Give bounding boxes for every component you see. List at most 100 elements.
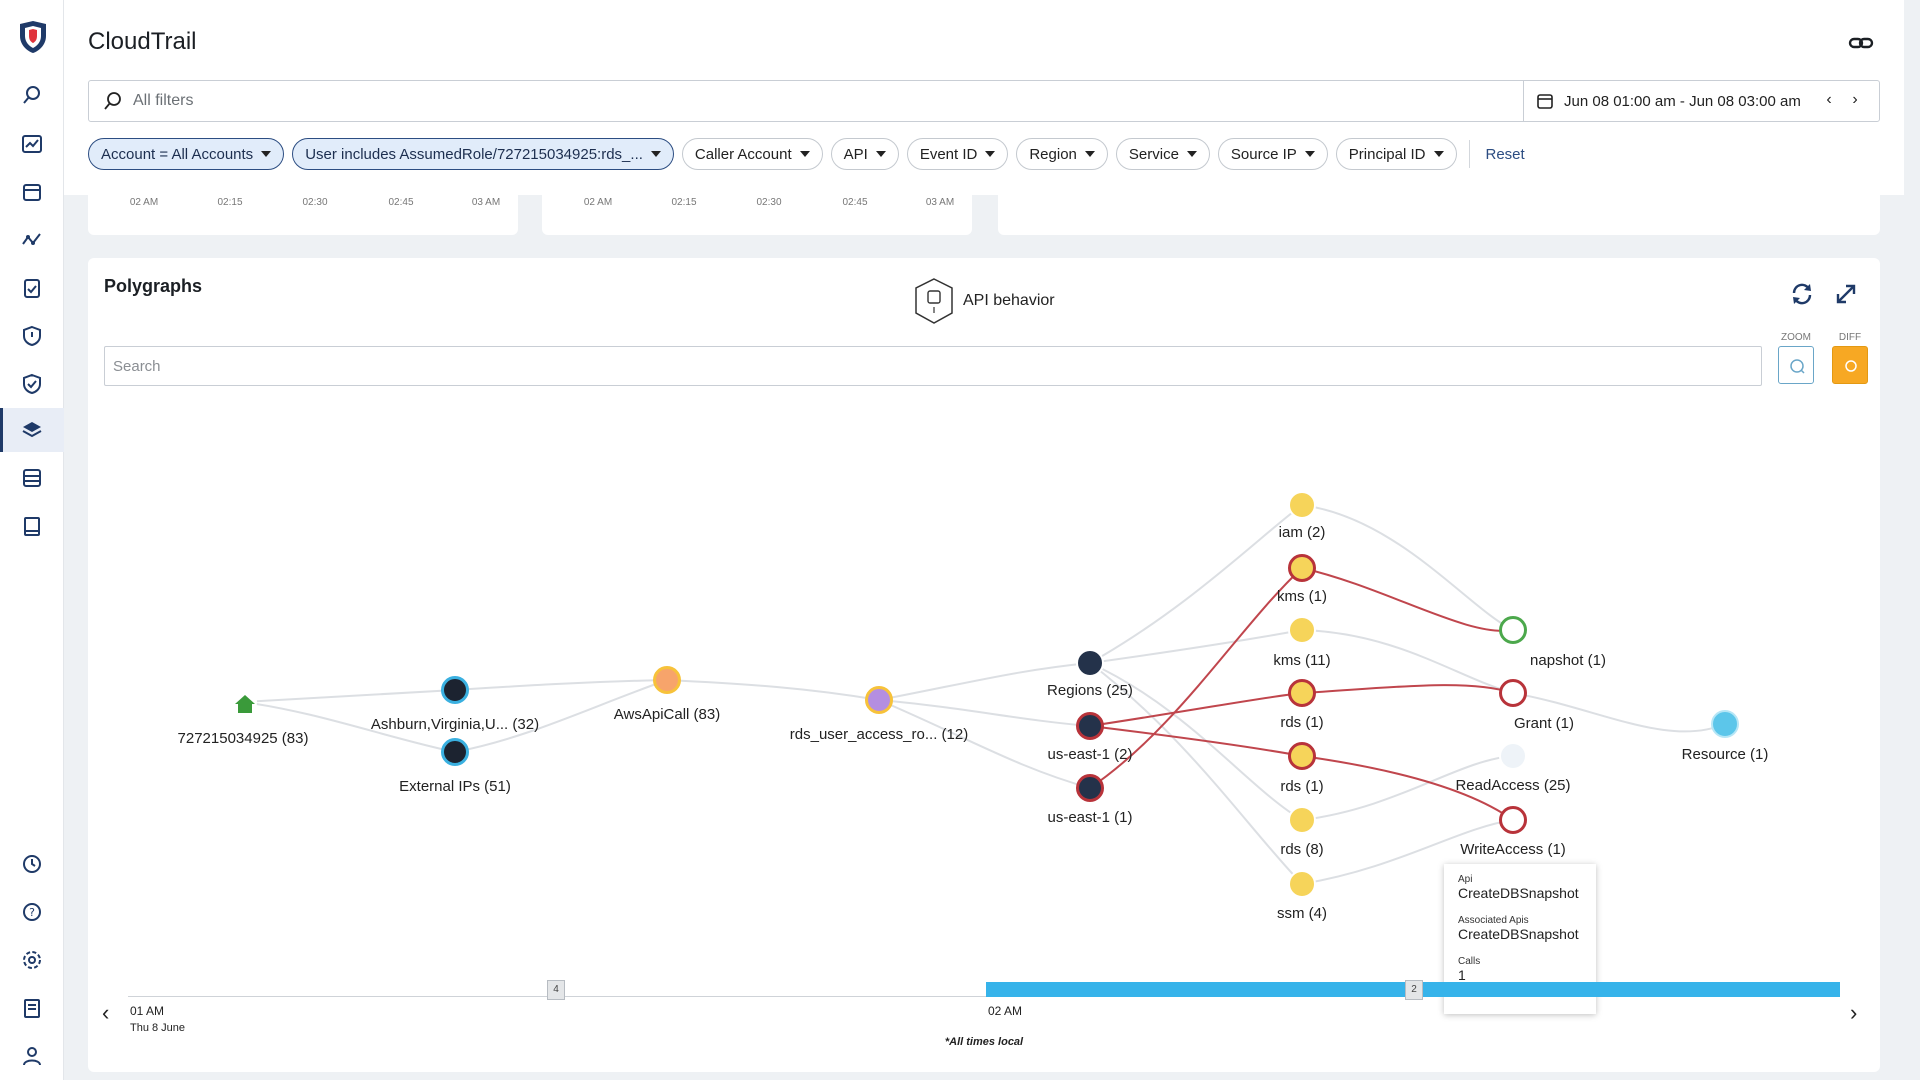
gear-icon (23, 951, 41, 969)
service-node-icon[interactable] (1288, 870, 1316, 898)
api-node-icon[interactable] (1499, 742, 1527, 770)
rail-help[interactable]: ? (0, 890, 64, 934)
service-alert-node-icon[interactable] (1288, 742, 1316, 770)
mini-chart-2: 02 AM 02:15 02:30 02:45 03 AM (542, 195, 972, 235)
rail-calendar[interactable] (0, 170, 64, 214)
search-icon (104, 92, 121, 110)
node-label: kms (11) (1273, 652, 1331, 669)
rail-polygraphs[interactable] (0, 408, 64, 452)
chip-user[interactable]: User includes AssumedRole/727215034925:r… (292, 138, 674, 170)
tooltip-api-value: CreateDBSnapshot (1458, 885, 1579, 901)
mini-chart-1: 02 AM 02:15 02:30 02:45 03 AM (88, 195, 518, 235)
service-node-icon[interactable] (1288, 491, 1316, 519)
tick-label: 02:15 (217, 197, 243, 208)
node-label: rds_user_access_ro... (12) (789, 726, 969, 743)
rail-dashboard[interactable] (0, 122, 64, 166)
polygraph-graph: 727215034925 (83) Ashburn,Virginia,U... … (88, 408, 1880, 1058)
rail-docs[interactable] (0, 504, 64, 548)
chip-api[interactable]: API (830, 138, 899, 170)
ip-node-icon[interactable] (441, 738, 469, 766)
home-node-icon[interactable] (229, 688, 257, 716)
node-label: ReadAccess (25) (1455, 777, 1571, 794)
chip-account[interactable]: Account = All Accounts (88, 138, 285, 170)
rail-data[interactable] (0, 456, 64, 500)
node-label: rds (8) (1280, 841, 1324, 858)
service-alert-node-icon[interactable] (1288, 679, 1316, 707)
node-label: rds (1) (1280, 778, 1324, 795)
chip-caller-account[interactable]: Caller Account (681, 138, 823, 170)
ip-node-icon[interactable] (441, 676, 469, 704)
timeline-axis (128, 996, 1840, 997)
chip-event-id[interactable]: Event ID (906, 138, 1009, 170)
chevron-left-icon[interactable]: ‹ (1826, 91, 1832, 108)
user-node-icon[interactable] (865, 686, 893, 714)
tick-label: 02:15 (671, 197, 697, 208)
service-node-icon[interactable] (1288, 806, 1316, 834)
rail-compliance[interactable] (0, 266, 64, 310)
node-label: us-east-1 (2) (1047, 746, 1133, 763)
node-label: Regions (25) (1047, 682, 1133, 699)
polygraph-card: Polygraphs API behavior ZOOM DIFF (88, 258, 1880, 1072)
node-label: rds (1) (1280, 714, 1324, 731)
api-selected-node-icon[interactable] (1499, 616, 1527, 644)
chevron-right-icon[interactable]: › (1852, 91, 1858, 108)
date-range-picker[interactable]: Jun 08 01:00 am - Jun 08 03:00 am ‹ › (1523, 81, 1879, 121)
chip-source-ip[interactable]: Source IP (1217, 138, 1328, 170)
node-label: iam (2) (1278, 524, 1326, 541)
chip-service[interactable]: Service (1115, 138, 1210, 170)
zoom-button[interactable] (1778, 346, 1814, 384)
rail-search[interactable] (0, 73, 64, 117)
timeline-mid-time: 02 AM (988, 1004, 1023, 1018)
timeline-start-date: Thu 8 June (130, 1022, 186, 1034)
rail-trend[interactable] (0, 218, 64, 262)
rail-history[interactable] (0, 842, 64, 886)
resource-node-icon[interactable] (1711, 710, 1739, 738)
behavior-selector[interactable]: API behavior (913, 278, 1055, 324)
tooltip-assoc-key: Associated Apis (1458, 915, 1529, 926)
node-label: kms (1) (1277, 588, 1327, 605)
refresh-icon[interactable] (1788, 280, 1816, 308)
all-filters-input[interactable] (133, 89, 1533, 113)
api-alert-node-icon[interactable] (1499, 806, 1527, 834)
api-alert-node-icon[interactable] (1499, 679, 1527, 707)
globe-node-icon[interactable] (1076, 649, 1104, 677)
chip-region[interactable]: Region (1016, 138, 1108, 170)
timeline-prev-icon[interactable]: ‹ (102, 1000, 110, 1025)
service-node-icon[interactable] (1288, 616, 1316, 644)
timeline-next-icon[interactable]: › (1850, 1000, 1858, 1025)
timeline-marker[interactable]: 4 (547, 980, 565, 1000)
service-alert-node-icon[interactable] (1288, 554, 1316, 582)
page-header: CloudTrail Jun 08 01:00 am - Jun 08 03:0… (64, 0, 1904, 195)
reset-button[interactable]: Reset (1468, 140, 1525, 168)
behavior-label: API behavior (963, 292, 1055, 309)
rail-reports[interactable] (0, 986, 64, 1030)
clipboard-check-icon (24, 279, 40, 298)
caret-down-icon (1433, 151, 1444, 157)
expand-icon[interactable] (1832, 280, 1860, 308)
rail-settings[interactable] (0, 938, 64, 982)
report-icon (24, 999, 40, 1018)
calendar-icon (23, 184, 41, 201)
left-nav-rail: ? (0, 0, 64, 1080)
caret-down-icon (650, 151, 661, 157)
timeline-marker[interactable]: 2 (1405, 980, 1423, 1000)
rail-user[interactable] (0, 1034, 64, 1078)
tooltip-assoc-value: CreateDBSnapshot (1458, 926, 1579, 942)
rail-policies[interactable] (0, 362, 64, 406)
caret-down-icon (875, 151, 886, 157)
link-icon[interactable] (1848, 32, 1874, 54)
timeline: 4 2 ‹ › 01 AM Thu 8 June 02 AM *All time… (88, 958, 1880, 1048)
globe-alert-node-icon[interactable] (1076, 774, 1104, 802)
caret-down-icon (1186, 151, 1197, 157)
diff-button[interactable] (1832, 346, 1868, 384)
svg-text:?: ? (29, 906, 35, 919)
globe-alert-node-icon[interactable] (1076, 712, 1104, 740)
chip-principal-id[interactable]: Principal ID (1335, 138, 1457, 170)
node-label: napshot (1) (1530, 652, 1606, 669)
shield-logo-icon[interactable] (18, 20, 48, 54)
node-label: External IPs (51) (399, 778, 511, 795)
node-label: Ashburn,Virginia,U... (32) (370, 716, 540, 733)
rail-vulnerabilities[interactable] (0, 314, 64, 358)
api-call-node-icon[interactable] (653, 666, 681, 694)
graph-search-input[interactable] (104, 346, 1762, 386)
